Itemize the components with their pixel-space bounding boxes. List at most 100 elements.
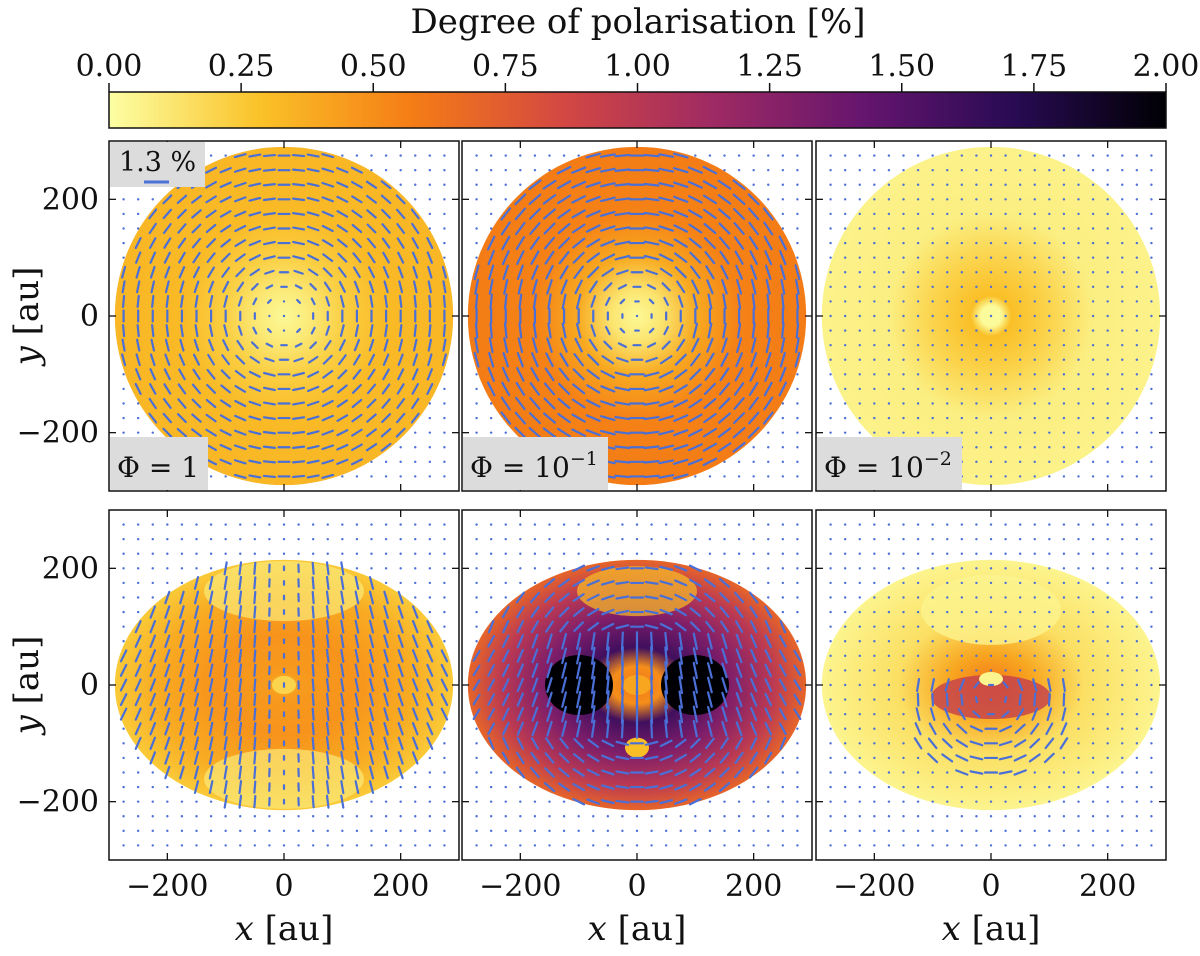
vector-dot (268, 844, 271, 847)
vector-dot (737, 552, 741, 555)
vector-segment (572, 237, 586, 249)
vector-dot (781, 829, 785, 833)
vector-segment (706, 662, 713, 679)
vector-dot (975, 475, 978, 478)
vector-segment (397, 619, 404, 634)
vector-segment (219, 181, 232, 189)
vector-dot (1121, 460, 1124, 464)
vector-dot (1018, 183, 1022, 186)
vector-dot (708, 523, 712, 526)
vector-dot (1048, 537, 1051, 541)
vector-segment (294, 342, 303, 348)
vector-dot (843, 610, 847, 614)
panel-0-2: Φ = 10−2 (815, 140, 1167, 492)
vector-segment (586, 593, 600, 602)
vector-segment (487, 619, 495, 634)
vector-segment (472, 664, 481, 677)
vector-dot (399, 815, 402, 818)
vector-segment (311, 795, 315, 809)
vector-dot (858, 212, 861, 216)
vector-dot (873, 654, 876, 658)
upper-faint-region (204, 561, 364, 622)
vector-dot (989, 698, 993, 701)
vector-segment (750, 634, 758, 649)
vector-dot (1018, 212, 1022, 216)
vector-segment (238, 590, 243, 605)
vector-segment (164, 649, 171, 663)
vector-segment (749, 751, 758, 765)
vector-dot (504, 183, 507, 186)
vector-segment (427, 265, 433, 279)
vector-segment (590, 705, 596, 724)
vector-dot (384, 829, 388, 833)
vector-segment (778, 649, 787, 663)
vector-dot (122, 756, 125, 760)
vector-dot (723, 829, 726, 833)
vector-segment (179, 765, 185, 780)
vector-dot (946, 771, 949, 774)
vector-segment (219, 443, 232, 451)
vector-dot (781, 431, 785, 434)
vector-dot (989, 373, 993, 376)
vector-dot (781, 596, 785, 599)
vector-dot (708, 567, 712, 570)
vector-segment (340, 619, 345, 634)
vector-dot (1018, 431, 1022, 434)
vector-dot (960, 610, 964, 614)
vector-dot (414, 785, 417, 789)
vector-dot (887, 537, 891, 541)
vector-dot (1033, 785, 1036, 789)
vector-dot (151, 523, 154, 526)
vector-dot (843, 241, 847, 245)
vector-segment (793, 664, 802, 677)
vector-segment (1061, 677, 1066, 693)
vector-dot (475, 241, 478, 245)
vector-segment (208, 780, 214, 795)
vector-segment (121, 353, 127, 367)
vector-segment (1060, 722, 1068, 736)
vector-segment (208, 324, 214, 338)
vector-dot (946, 800, 949, 803)
vector-dot (1150, 742, 1153, 745)
vector-dot (504, 154, 507, 157)
vector-segment (558, 782, 571, 792)
vector-dot (975, 373, 978, 376)
vector-dot (989, 800, 993, 803)
vector-dot (1135, 387, 1139, 391)
vector-dot (767, 567, 770, 570)
vector-dot (1077, 698, 1080, 701)
vector-segment (659, 622, 673, 631)
vector-dot (873, 154, 876, 157)
vector-segment (673, 429, 689, 437)
vector-segment (529, 236, 541, 250)
vector-dot (829, 640, 832, 643)
vector-dot (873, 844, 876, 847)
vector-segment (365, 180, 378, 189)
vector-segment (706, 705, 713, 723)
phi-label-text: Φ = 10−1 (470, 448, 598, 484)
vector-dot (902, 698, 905, 701)
vector-segment (780, 337, 786, 354)
vector-segment (586, 252, 600, 263)
vector-segment (735, 662, 743, 678)
vector-dot (122, 537, 125, 541)
vector-segment (262, 416, 276, 420)
vector-segment (703, 397, 717, 410)
vector-segment (644, 566, 659, 571)
vector-segment (179, 751, 185, 765)
vector-dot (414, 523, 417, 526)
vector-dot (180, 537, 184, 541)
vector-segment (176, 427, 188, 438)
colorbar-tick-label: 1.50 (868, 49, 935, 84)
vector-dot (946, 271, 949, 274)
vector-dot (796, 227, 799, 230)
vector-segment (384, 324, 388, 338)
panel-image (462, 141, 812, 491)
vector-dot (902, 654, 905, 658)
vector-dot (1121, 815, 1124, 818)
vector-dot (1106, 610, 1109, 614)
vector-segment (368, 736, 375, 751)
vector-dot (635, 844, 639, 847)
vector-dot (428, 227, 432, 230)
vector-segment (590, 295, 597, 308)
